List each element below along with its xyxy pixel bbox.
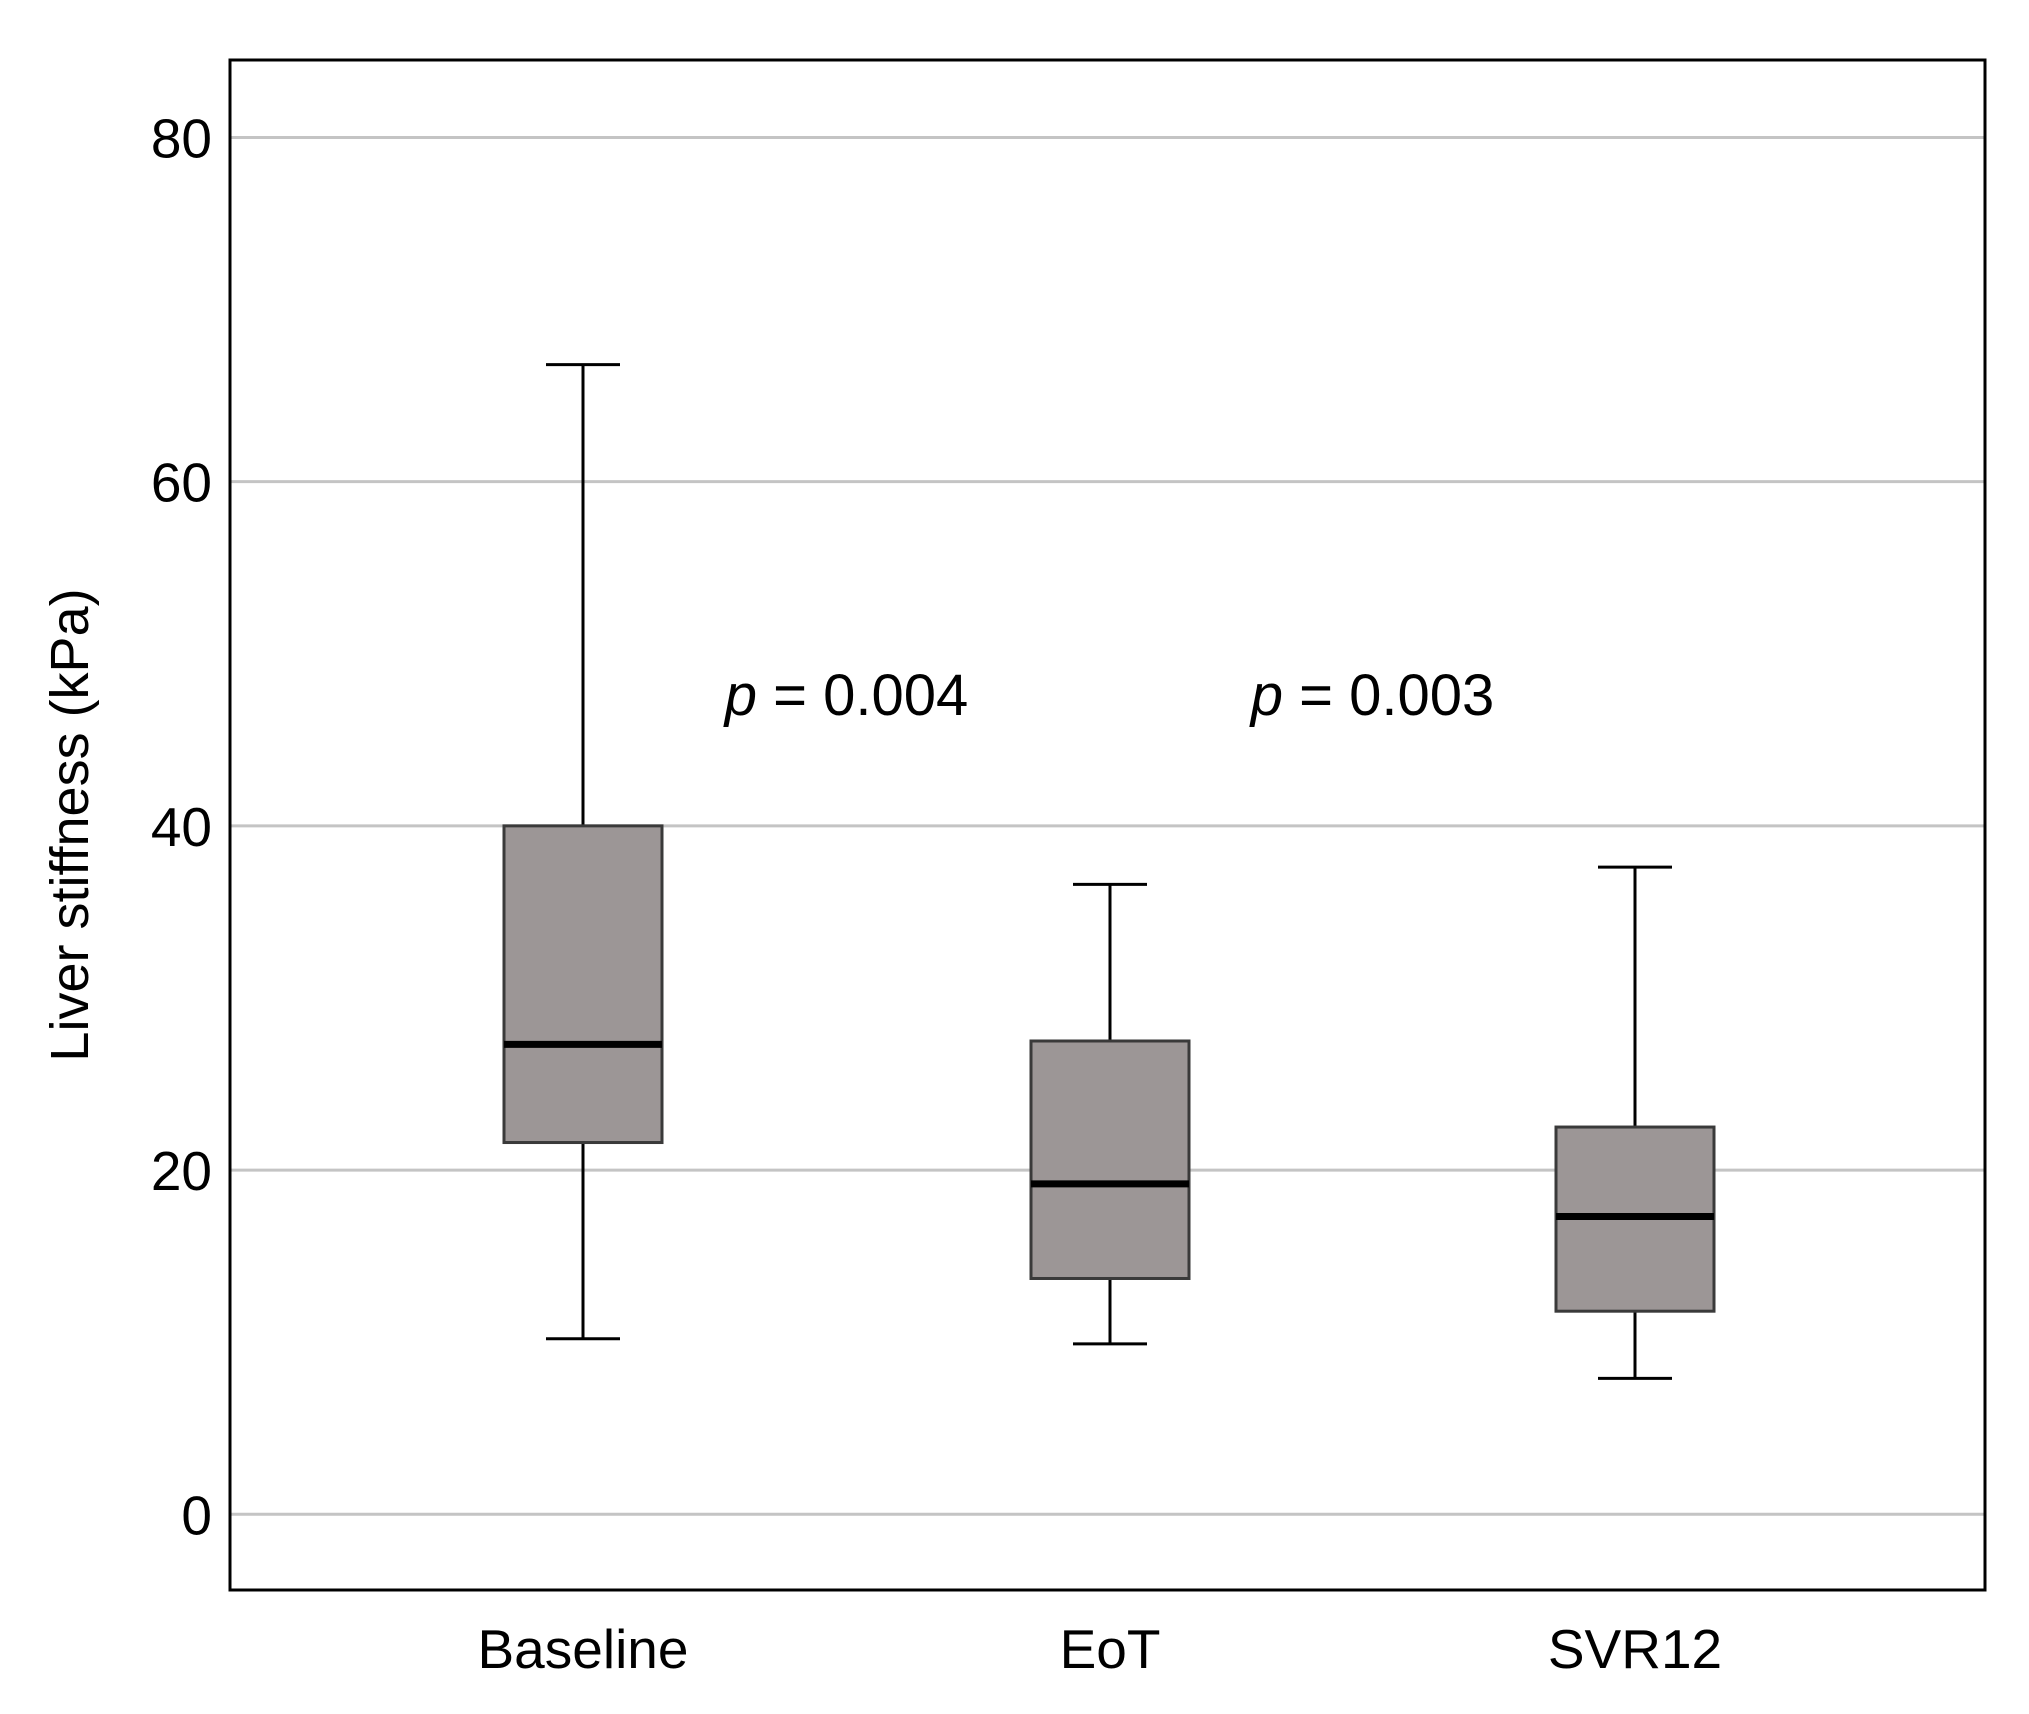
x-category-label: SVR12 [1548, 1618, 1722, 1680]
plot-frame [228, 58, 1987, 1592]
box-series [502, 363, 1716, 1380]
iqr-box [502, 824, 664, 1145]
x-category-labels: Baseline EoT SVR12 [478, 1618, 1723, 1680]
p-value-annotations: p = 0.004 p = 0.003 [723, 663, 1495, 728]
p-value-annotation: p = 0.004 [723, 663, 969, 728]
p-symbol: p [723, 663, 757, 728]
y-tick-labels: 0 20 40 60 80 [151, 107, 212, 1546]
box-svr12 [1554, 865, 1716, 1380]
y-tick-label: 20 [151, 1140, 212, 1202]
y-tick-label: 40 [151, 796, 212, 858]
p-value-text: = 0.003 [1283, 663, 1494, 728]
gridlines [230, 135, 1985, 1516]
p-value-annotation: p = 0.003 [1249, 663, 1495, 728]
y-tick-label: 60 [151, 452, 212, 514]
box-baseline [502, 363, 664, 1341]
box-eot [1029, 882, 1191, 1346]
y-axis-title: Liver stiffness (kPa) [40, 588, 100, 1061]
x-category-label: Baseline [478, 1618, 689, 1680]
p-symbol: p [1249, 663, 1283, 728]
x-category-label: EoT [1060, 1618, 1161, 1680]
y-tick-label: 0 [181, 1484, 212, 1546]
iqr-box [1029, 1039, 1191, 1280]
y-tick-label: 80 [151, 107, 212, 169]
p-value-text: = 0.004 [757, 663, 968, 728]
